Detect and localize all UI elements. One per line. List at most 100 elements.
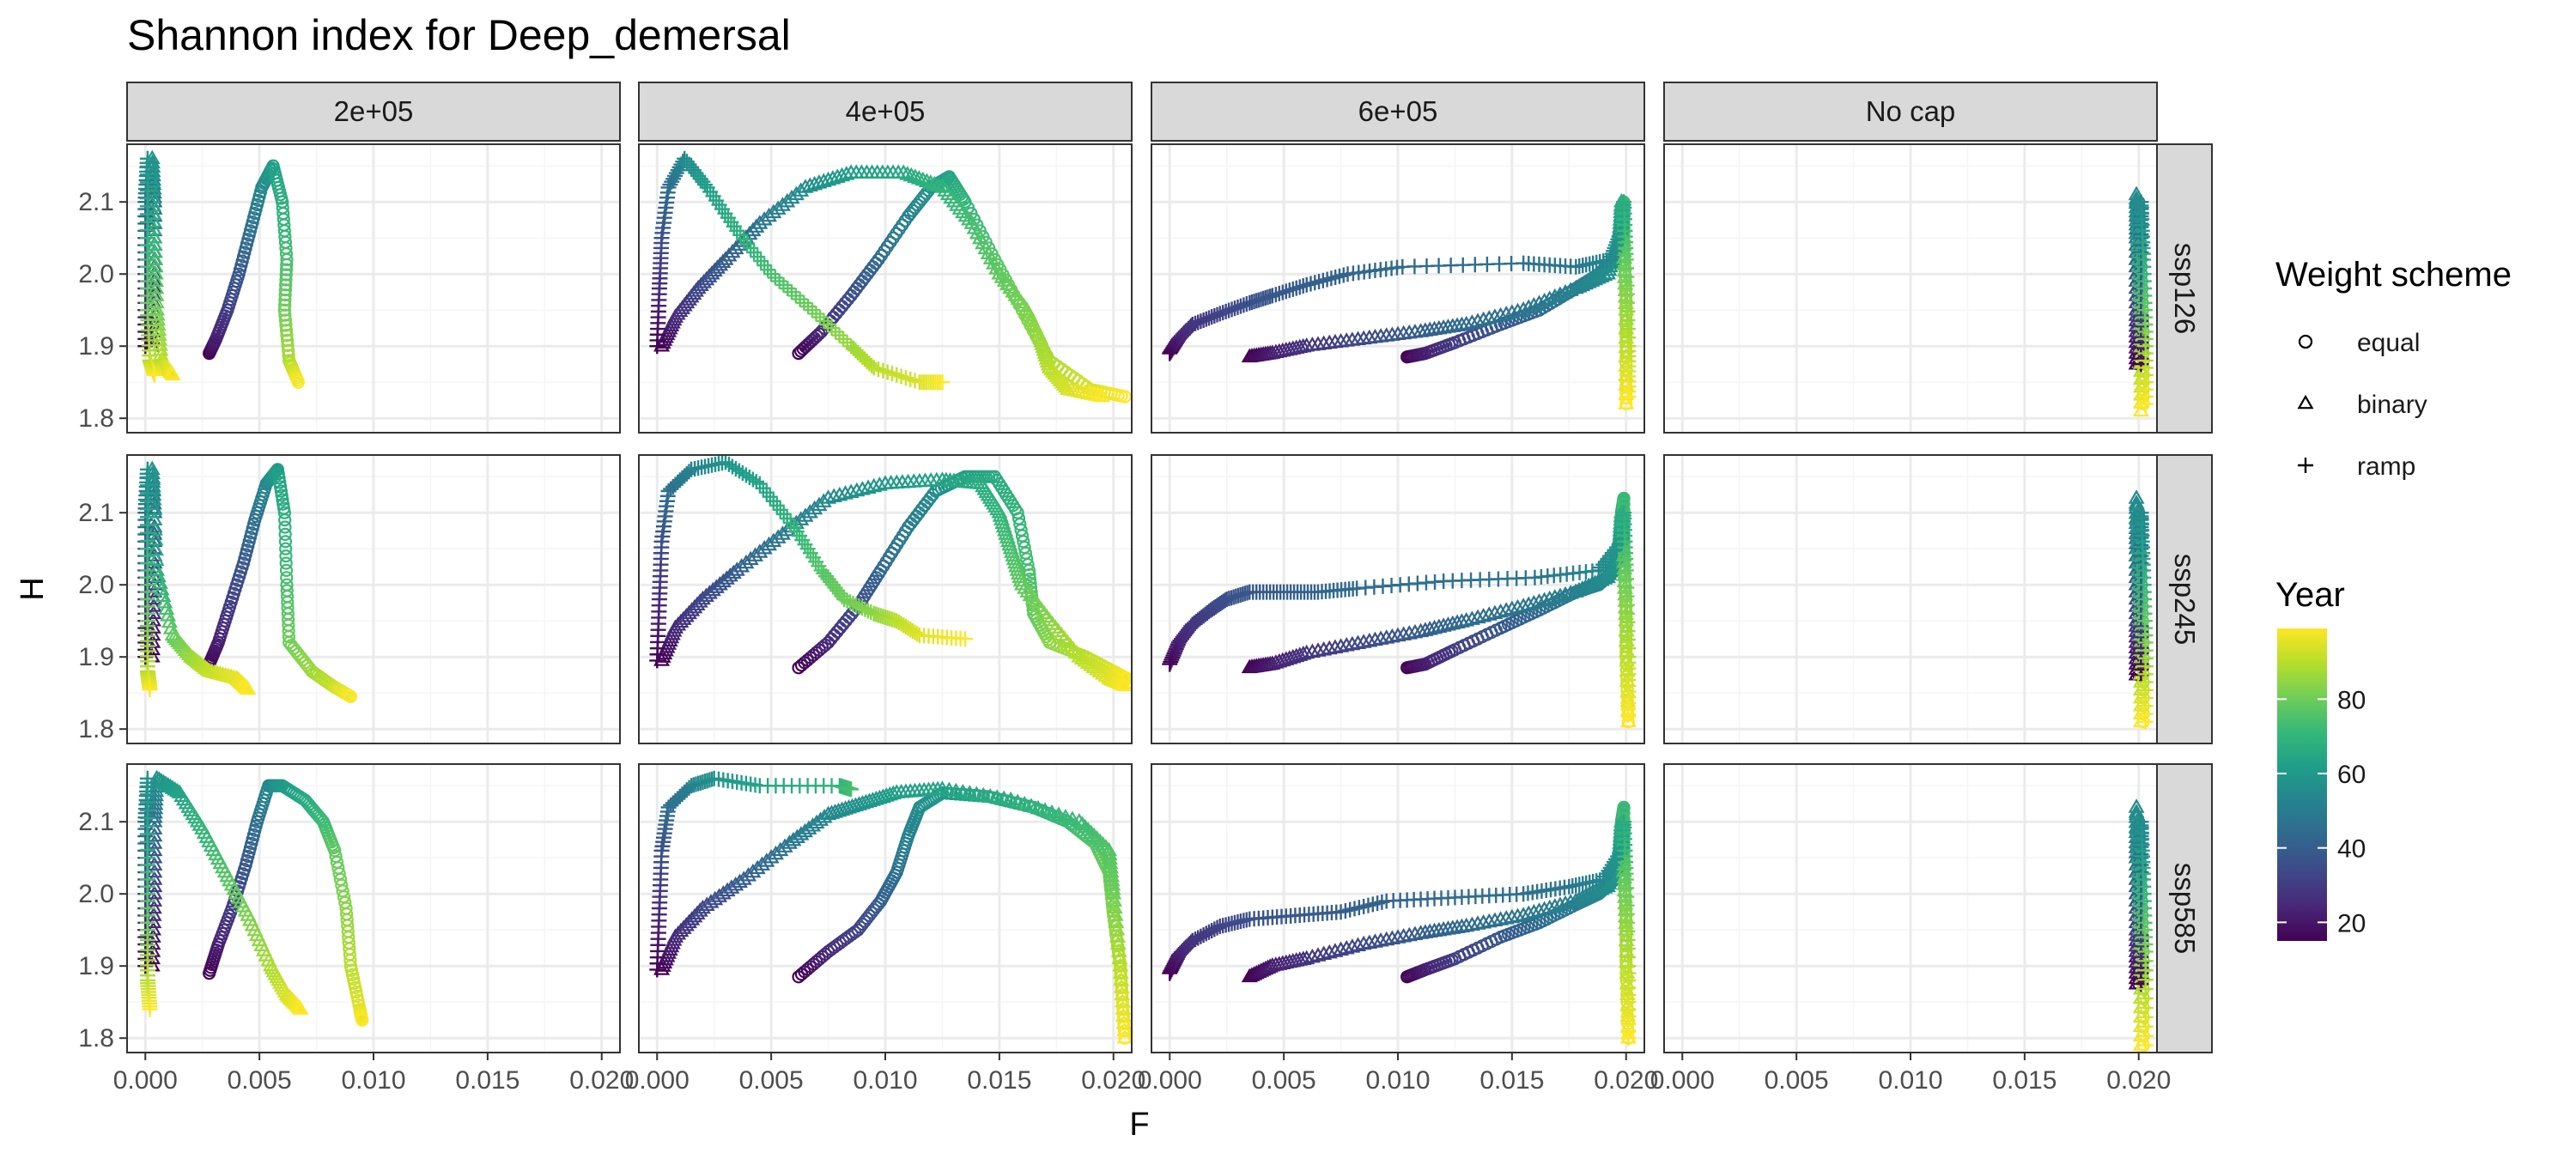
column-strip-background — [1151, 82, 1645, 142]
ramp-marker — [835, 331, 852, 347]
ramp-marker — [1620, 1030, 1637, 1047]
ramp-marker — [800, 299, 817, 314]
binary-marker — [1344, 635, 1361, 651]
binary-marker — [758, 853, 775, 867]
row-strip-label: ssp585 — [2169, 863, 2201, 954]
row-strip-label: ssp126 — [2169, 243, 2201, 334]
binary-marker — [922, 174, 939, 189]
binary-marker — [1510, 907, 1527, 922]
equal-marker — [279, 263, 294, 276]
binary-marker — [1525, 903, 1542, 919]
ramp-marker — [2137, 396, 2154, 412]
binary-marker — [156, 593, 173, 609]
binary-marker — [831, 486, 848, 501]
y-tick-label: 2.1 — [78, 808, 114, 836]
ramp-marker — [1319, 271, 1335, 288]
equal-marker — [273, 476, 287, 489]
binary-marker — [751, 543, 769, 558]
binary-marker — [1303, 643, 1321, 658]
binary-marker — [2132, 1027, 2149, 1041]
binary-marker — [1333, 638, 1350, 652]
binary-marker — [2132, 989, 2149, 1004]
ramp-marker — [1295, 278, 1311, 294]
binary-marker — [1378, 931, 1395, 946]
panel-markers — [137, 460, 358, 704]
ramp-marker — [1288, 280, 1304, 296]
binary-marker — [1617, 907, 1634, 923]
binary-marker — [2130, 258, 2148, 273]
binary-marker — [1458, 315, 1475, 331]
binary-marker — [1002, 791, 1019, 806]
x-tick-label: 0.015 — [1479, 1066, 1544, 1095]
binary-marker — [1515, 598, 1532, 612]
ramp-marker — [816, 313, 832, 329]
ramp-marker — [796, 294, 812, 311]
binary-marker — [1389, 929, 1406, 944]
panel-markers — [137, 769, 369, 1027]
binary-marker — [1469, 915, 1486, 930]
binary-marker — [1557, 586, 1574, 601]
ramp-marker — [2137, 713, 2154, 730]
binary-marker — [1480, 913, 1498, 928]
facet-panel — [1151, 454, 1645, 744]
binary-marker — [866, 477, 883, 493]
equal-marker — [270, 463, 284, 476]
x-tick-label: 0.015 — [1992, 1066, 2057, 1095]
binary-marker — [1406, 623, 1424, 639]
binary-marker — [820, 489, 837, 504]
binary-marker — [1530, 294, 1547, 309]
x-tick-label: 0.005 — [228, 1066, 292, 1095]
binary-marker — [772, 841, 789, 857]
binary-marker — [1315, 945, 1333, 961]
equal-marker — [279, 542, 293, 555]
equal-marker — [343, 689, 358, 704]
binary-marker — [1115, 1007, 1132, 1022]
binary-marker — [1091, 833, 1109, 848]
binary-marker — [1520, 905, 1537, 920]
x-tick-label: 0.010 — [1878, 1066, 1942, 1095]
binary-marker — [143, 640, 161, 656]
y-tick-label: 2.1 — [78, 499, 114, 527]
binary-marker — [774, 197, 791, 211]
binary-marker — [1089, 830, 1106, 845]
column-strip-label: 2e+05 — [334, 95, 414, 127]
x-tick-label: 0.000 — [625, 1066, 690, 1095]
binary-marker — [751, 215, 769, 229]
binary-marker — [1115, 1000, 1132, 1015]
binary-marker — [1116, 677, 1132, 692]
binary-marker — [2132, 402, 2149, 417]
binary-marker — [1036, 802, 1054, 816]
equal-marker — [279, 273, 293, 287]
binary-marker — [902, 167, 920, 182]
y-tick-label: 2.0 — [78, 571, 114, 599]
panel-markers — [2128, 489, 2154, 730]
binary-marker — [1515, 300, 1532, 316]
chart-title: Shannon index for Deep_demersal — [127, 11, 791, 59]
binary-marker — [1618, 310, 1635, 325]
binary-marker — [151, 574, 168, 589]
ramp-marker — [2137, 1037, 2154, 1053]
binary-marker — [148, 279, 165, 294]
binary-marker — [727, 240, 744, 255]
binary-marker — [1091, 663, 1109, 678]
binary-marker — [2130, 575, 2148, 591]
ramp-marker — [1307, 275, 1323, 291]
binary-marker — [765, 532, 782, 548]
binary-marker — [146, 848, 163, 864]
colorbar-tick-label: 60 — [2337, 761, 2366, 789]
binary-marker — [2132, 1008, 2149, 1023]
column-strip-background — [1663, 82, 2158, 142]
colorbar-tick-label: 20 — [2337, 909, 2366, 938]
equal-marker — [1619, 929, 1633, 943]
facet-panel — [126, 143, 621, 434]
binary-marker — [783, 189, 800, 204]
binary-marker — [1009, 793, 1026, 808]
binary-marker — [756, 539, 773, 555]
ramp-marker — [1303, 276, 1319, 292]
binary-marker — [2132, 1017, 2149, 1033]
legend: Weight scheme equal binary ramp Year 20 40 6… — [2275, 256, 2512, 941]
x-tick-label: 0.000 — [113, 1066, 178, 1095]
binary-marker — [1541, 899, 1558, 914]
binary-marker — [836, 485, 854, 500]
ramp-marker — [767, 270, 783, 286]
